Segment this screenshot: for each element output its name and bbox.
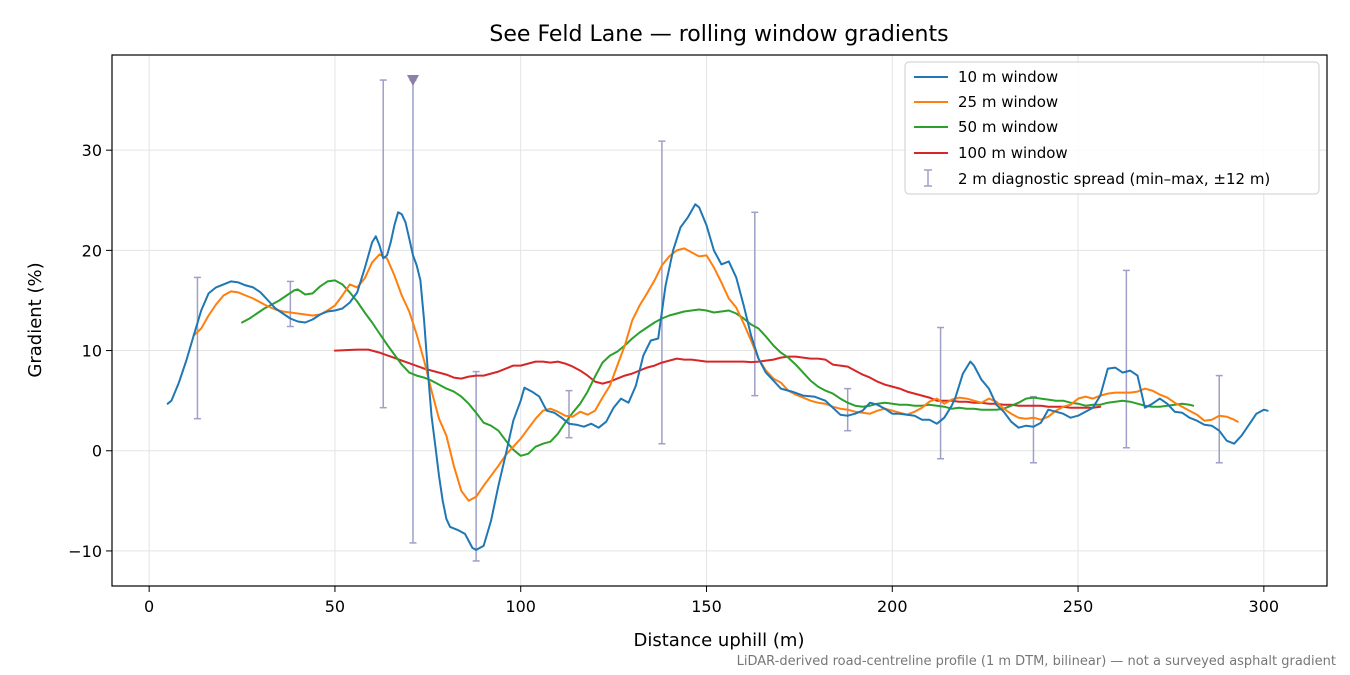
diagnostic-spread-errorbar [379, 79, 387, 409]
plot-frame [111, 54, 1328, 587]
y-tick-label: 30 [82, 141, 102, 160]
clipped-value-marker [406, 75, 419, 87]
legend: 10 m window 25 m window 50 m window 100 … [904, 61, 1320, 195]
legend-swatch-errorbar [924, 169, 932, 187]
series-line-50m [241, 279, 1195, 457]
x-tick-label: 300 [1249, 597, 1280, 616]
y-axis-ticks: −10 0 10 20 30 [68, 141, 112, 561]
series-line-10m [166, 203, 1269, 551]
diagnostic-spread-errorbar [1122, 269, 1130, 449]
series-line-100m [333, 348, 1102, 409]
legend-label-10m: 10 m window [958, 68, 1058, 86]
x-axis-ticks: 0 50 100 150 200 250 300 [144, 586, 1279, 616]
plot-content [166, 75, 1269, 562]
x-tick-label: 0 [144, 597, 154, 616]
legend-label-50m: 50 m window [958, 118, 1058, 136]
diagnostic-spread-errorbar [409, 79, 417, 544]
chart-title: See Feld Lane — rolling window gradients [489, 22, 948, 47]
x-tick-label: 50 [325, 597, 345, 616]
x-axis-label: Distance uphill (m) [634, 630, 805, 651]
x-tick-label: 250 [1063, 597, 1094, 616]
diagnostic-spread-errorbar [751, 211, 759, 397]
diagnostic-spread-errorbar [472, 370, 480, 562]
x-tick-label: 150 [691, 597, 722, 616]
diagnostic-spread-errorbar [565, 389, 573, 439]
y-axis-label: Gradient (%) [25, 262, 46, 377]
y-tick-label: −10 [68, 542, 102, 561]
footnote: LiDAR-derived road-centreline profile (1… [737, 654, 1336, 669]
diagnostic-spread-errorbar [193, 276, 201, 420]
legend-label-25m: 25 m window [958, 93, 1058, 111]
series-line-25m [192, 247, 1239, 502]
y-tick-label: 20 [82, 241, 102, 260]
x-tick-label: 100 [505, 597, 536, 616]
diagnostic-spread-errorbar [937, 326, 945, 460]
diagnostic-spread-errorbar [658, 140, 666, 445]
y-tick-label: 10 [82, 342, 102, 361]
x-tick-label: 200 [877, 597, 908, 616]
legend-label-100m: 100 m window [958, 144, 1068, 162]
diagnostic-spread-errorbar [1215, 374, 1223, 464]
y-tick-label: 0 [92, 442, 102, 461]
legend-label-errorbar: 2 m diagnostic spread (min–max, ±12 m) [958, 170, 1270, 188]
legend-box [904, 61, 1320, 195]
